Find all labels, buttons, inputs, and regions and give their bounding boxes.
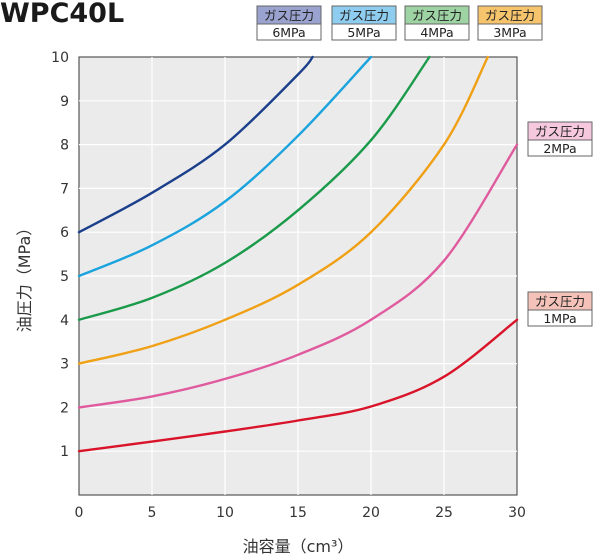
- legend-tag-label: ガス圧力: [339, 8, 389, 23]
- series-line-4mpa: [77, 55, 431, 321]
- legend-tag-label: ガス圧力: [412, 8, 462, 23]
- x-tick-label: 15: [289, 505, 307, 521]
- y-tick-label: 5: [60, 269, 69, 285]
- legend-tag-2mpa: ガス圧力 2MPa: [527, 121, 593, 157]
- series-line-6mpa: [77, 55, 314, 234]
- series-line-1mpa: [77, 318, 519, 453]
- y-tick-label: 3: [60, 357, 69, 373]
- legend-tag-label: ガス圧力: [485, 8, 535, 23]
- x-tick-label: 30: [508, 505, 526, 521]
- y-tick-label: 4: [60, 313, 69, 329]
- y-axis-label: 油圧力（MPa）: [15, 220, 34, 333]
- x-tick-label: 0: [75, 505, 84, 521]
- x-tick-label: 5: [148, 505, 157, 521]
- legend-tag-value-box: [331, 23, 397, 41]
- y-tick-label: 2: [60, 400, 69, 416]
- legend-tag-pressure: 6MPa: [272, 25, 305, 40]
- x-tick-label: 10: [216, 505, 234, 521]
- y-tick-label: 7: [60, 181, 69, 197]
- legend-tag-pressure: 3MPa: [493, 25, 526, 40]
- legend-tag-pressure: 1MPa: [543, 311, 576, 326]
- legend-tag-1mpa: ガス圧力 1MPa: [527, 291, 593, 327]
- legend-tag-pressure: 4MPa: [420, 25, 453, 40]
- y-tick-label: 9: [60, 94, 69, 110]
- series-line-2mpa: [77, 143, 519, 409]
- legend-tag-value-box: [527, 139, 593, 157]
- y-tick-label: 1: [60, 444, 69, 460]
- chart-title: WPC40L: [0, 0, 125, 29]
- y-tick-label: 10: [51, 50, 69, 66]
- x-tick-label: 25: [435, 505, 453, 521]
- legend-tag-value-box: [404, 23, 470, 41]
- legend-tag-value-box: [256, 23, 322, 41]
- series-line-3mpa: [77, 55, 489, 365]
- legend-tag-5mpa: ガス圧力 5MPa: [331, 5, 397, 41]
- legend-tag-label: ガス圧力: [535, 124, 585, 139]
- legend-tag-6mpa: ガス圧力 6MPa: [256, 5, 322, 41]
- legend-tag-label: ガス圧力: [535, 294, 585, 309]
- legend-tag-4mpa: ガス圧力 4MPa: [404, 5, 470, 41]
- legend-tag-3mpa: ガス圧力 3MPa: [477, 5, 543, 41]
- y-tick-label: 8: [60, 138, 69, 154]
- series-line-5mpa: [77, 55, 373, 278]
- x-axis-label: 油容量（cm³）: [243, 537, 354, 556]
- y-tick-label: 6: [60, 225, 69, 241]
- x-tick-label: 20: [362, 505, 380, 521]
- legend-tag-value-box: [477, 23, 543, 41]
- legend-tag-value-box: [527, 309, 593, 327]
- legend-tag-pressure: 2MPa: [543, 141, 576, 156]
- legend-tag-pressure: 5MPa: [347, 25, 380, 40]
- legend-tag-label: ガス圧力: [264, 8, 314, 23]
